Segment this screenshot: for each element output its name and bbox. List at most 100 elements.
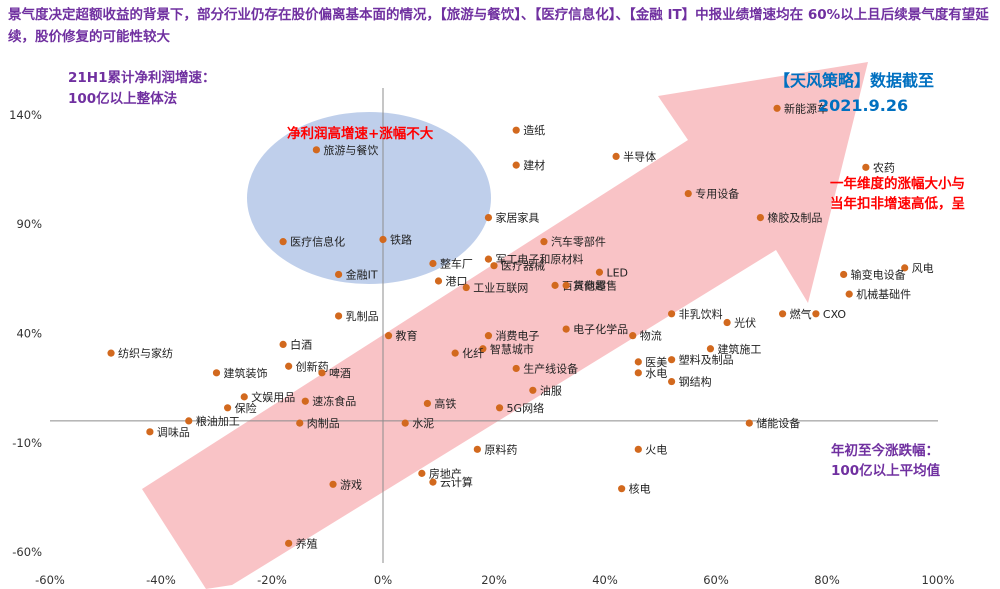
- data-point: 乳制品: [335, 310, 379, 323]
- point-label: 新能源车: [784, 101, 828, 115]
- point-marker: [551, 281, 559, 289]
- right-note-line1: 一年维度的涨幅大小与: [830, 175, 965, 192]
- point-marker: [512, 364, 520, 373]
- point-marker: [279, 238, 287, 246]
- point-marker: [473, 445, 481, 453]
- point-marker: [429, 259, 437, 268]
- point-label: 储能设备: [756, 416, 800, 430]
- data-point: 云计算: [429, 475, 473, 489]
- point-marker: [495, 404, 504, 412]
- point-marker: [845, 290, 853, 298]
- annotations: 21H1累计净利润增速： 100亿以上整体法 净利润高增速+涨幅不大 【天风策略…: [68, 69, 965, 479]
- data-point: 钢结构: [668, 375, 712, 389]
- point-label: 白酒: [290, 337, 312, 351]
- x-tick-label: -60%: [35, 573, 65, 587]
- x-tick-label: 60%: [703, 573, 729, 587]
- point-label: 智慧城市: [490, 342, 534, 356]
- data-point: 建筑施工: [706, 342, 761, 356]
- point-label: LED: [606, 266, 628, 279]
- point-label: 机械基础件: [856, 287, 911, 301]
- axes: -60% -40% -20% 0% 20% 40% 60% 80% 100% -60% -10% 40…: [9, 88, 955, 587]
- data-point: 智慧城市: [479, 342, 534, 356]
- right-note-line2: 当年扣非增速高低，呈: [830, 195, 965, 212]
- point-label: 肉制品: [307, 417, 340, 430]
- point-marker: [484, 214, 493, 222]
- point-marker: [429, 478, 437, 486]
- data-point: 建筑装饰: [212, 366, 268, 380]
- point-label: 半导体: [623, 149, 656, 163]
- data-point: 原料药: [473, 442, 517, 456]
- data-point: 家居家具: [484, 211, 539, 225]
- point-label: 电子化学品: [573, 322, 628, 336]
- point-marker: [723, 318, 731, 327]
- point-marker: [240, 393, 248, 401]
- point-label: 水电: [645, 367, 667, 380]
- data-point: 光伏: [723, 316, 756, 330]
- point-marker: [512, 126, 520, 134]
- point-label: 建筑施工: [717, 342, 761, 356]
- point-label: 造纸: [523, 123, 545, 137]
- source-line1: 【天风策略】数据截至: [774, 71, 934, 90]
- top-left-note-line1: 21H1累计净利润增速：: [68, 69, 215, 86]
- point-label: 物流: [640, 329, 662, 343]
- point-marker: [285, 362, 293, 370]
- background-layer: [142, 62, 868, 589]
- point-label: 核电: [629, 482, 651, 496]
- point-label: 消费电子: [495, 329, 539, 343]
- point-marker: [812, 310, 820, 318]
- point-label: 游戏: [340, 478, 362, 491]
- x-tick-label: 20%: [481, 573, 507, 587]
- bottom-right-note-line2: 100亿以上平均值: [831, 462, 941, 479]
- data-point: 教育: [384, 329, 418, 343]
- point-label: 军工电子和原材料: [495, 252, 583, 266]
- data-point: 旅游与餐饮: [312, 143, 378, 157]
- data-point: 房地产: [418, 466, 462, 480]
- data-point: LED: [595, 266, 628, 279]
- y-tick-label: -60%: [12, 545, 42, 559]
- point-label: 医疗信息化: [290, 235, 345, 249]
- point-marker: [706, 345, 715, 353]
- data-point: 速冻食品: [301, 394, 356, 408]
- point-marker: [146, 428, 154, 436]
- data-point: 物流: [629, 329, 662, 343]
- data-point: 塑料及制品: [668, 353, 734, 367]
- data-point: 港口: [434, 275, 468, 288]
- point-marker: [773, 104, 781, 112]
- point-label: 工业互联网: [473, 282, 528, 295]
- point-label: 旅游与餐饮: [323, 143, 378, 157]
- point-marker: [318, 369, 326, 377]
- point-label: 火电: [645, 443, 667, 456]
- point-marker: [434, 277, 443, 285]
- data-point: 医美: [634, 356, 667, 369]
- x-tick-label: 80%: [814, 573, 840, 587]
- y-tick-label: -10%: [12, 436, 42, 450]
- point-marker: [451, 349, 459, 357]
- point-marker: [484, 332, 493, 340]
- data-point: 油服: [529, 383, 562, 397]
- point-marker: [668, 310, 676, 318]
- point-marker: [335, 270, 343, 279]
- point-label: 铁路: [390, 233, 412, 246]
- point-marker: [484, 255, 493, 263]
- point-label: 金融IT: [346, 267, 378, 281]
- data-point: 百货商超: [551, 278, 606, 292]
- top-left-note-line2: 100亿以上整体法: [68, 90, 178, 107]
- point-label: 农药: [873, 160, 895, 174]
- point-label: 教育: [396, 329, 418, 343]
- point-label: 医美: [645, 356, 667, 369]
- data-point: 燃气: [779, 307, 812, 321]
- point-label: 汽车零部件: [551, 235, 606, 249]
- data-point: 化纤: [451, 346, 484, 360]
- data-point: 农药: [862, 160, 895, 174]
- point-marker: [329, 480, 337, 488]
- point-label: 输变电设备: [851, 267, 906, 281]
- point-label: 风电: [912, 262, 934, 275]
- point-label: 高铁: [434, 396, 456, 410]
- point-label: CXO: [823, 308, 847, 321]
- point-label: 原料药: [484, 442, 517, 456]
- data-point: 造纸: [512, 123, 545, 137]
- data-point: 专用设备: [684, 187, 739, 201]
- data-point: 粮油加工: [185, 414, 240, 428]
- point-marker: [423, 399, 431, 408]
- y-tick-label: 140%: [9, 108, 42, 122]
